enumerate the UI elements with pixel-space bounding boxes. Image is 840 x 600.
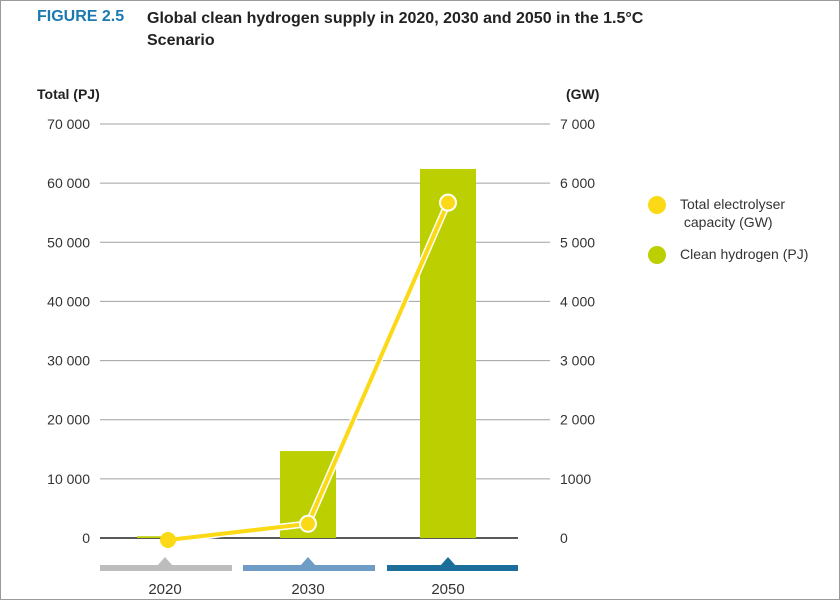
category-band-2050 bbox=[387, 565, 518, 571]
right-tick-label: 4 000 bbox=[560, 293, 595, 309]
line-point-2030 bbox=[299, 514, 317, 533]
legend-label-clean-hydrogen: Clean hydrogen (PJ) bbox=[680, 246, 809, 262]
left-tick-label: 30 000 bbox=[47, 353, 90, 369]
legend-label-electrolyser: Total electrolyser capacity (GW) bbox=[680, 196, 786, 230]
left-tick-label: 70 000 bbox=[47, 116, 90, 132]
left-tick-label: 60 000 bbox=[47, 175, 90, 191]
right-tick-label: 5 000 bbox=[560, 234, 595, 250]
x-tick-label: 2050 bbox=[431, 581, 464, 598]
right-axis-label: (GW) bbox=[566, 86, 599, 102]
line-point-2050 bbox=[439, 193, 457, 212]
right-tick-label: 7 000 bbox=[560, 116, 595, 132]
left-tick-label: 40 000 bbox=[47, 293, 90, 309]
category-marker-2030 bbox=[300, 557, 316, 566]
left-axis-label: Total (PJ) bbox=[37, 86, 100, 102]
right-tick-label: 6 000 bbox=[560, 175, 595, 191]
left-tick-label: 20 000 bbox=[47, 412, 90, 428]
category-band-2020 bbox=[100, 565, 232, 571]
left-tick-label: 50 000 bbox=[47, 234, 90, 250]
left-tick-label: 10 000 bbox=[47, 471, 90, 487]
right-tick-label: 3 000 bbox=[560, 353, 595, 369]
figure-label: FIGURE 2.5 bbox=[37, 8, 125, 25]
right-tick-label: 0 bbox=[560, 530, 568, 546]
legend-swatch-electrolyser bbox=[648, 196, 666, 214]
x-tick-label: 2030 bbox=[291, 581, 324, 598]
left-tick-label: 0 bbox=[82, 530, 90, 546]
category-marker-2050 bbox=[440, 557, 456, 566]
chart-title: Global clean hydrogen supply in 2020, 20… bbox=[147, 10, 644, 49]
line-point-2020 bbox=[160, 532, 176, 548]
bar-2050 bbox=[420, 168, 476, 538]
category-band-2030 bbox=[243, 565, 375, 571]
right-tick-label: 2 000 bbox=[560, 412, 595, 428]
right-tick-label: 1000 bbox=[560, 471, 591, 487]
x-tick-label: 2020 bbox=[148, 581, 181, 598]
legend-swatch-clean-hydrogen bbox=[648, 246, 666, 264]
category-marker-2020 bbox=[157, 557, 173, 566]
